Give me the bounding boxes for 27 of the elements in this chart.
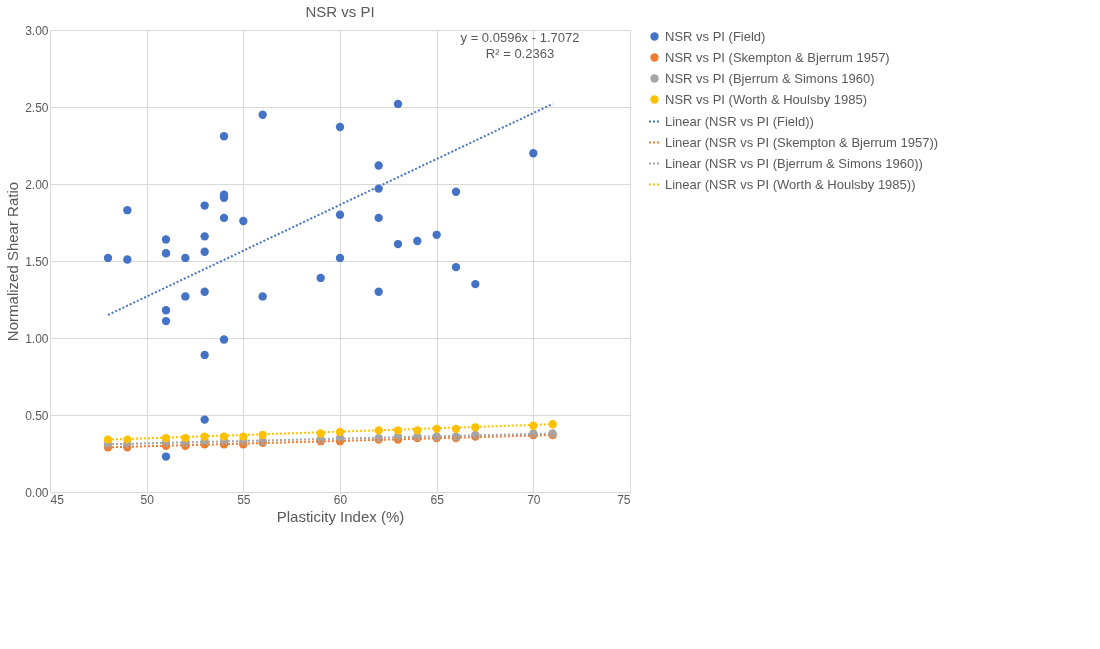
y-tick-label: 1.50 [25, 254, 49, 269]
legend-label: NSR vs PI (Bjerrum & Simons 1960) [665, 70, 875, 86]
legend-label: NSR vs PI (Worth & Houlsby 1985) [665, 91, 868, 107]
x-tick-label: 55 [237, 492, 251, 507]
annotation: R² = 0.2363 [485, 46, 555, 61]
legend-label: Linear (NSR vs PI (Skempton & Bjerrum 1957)) [665, 134, 939, 150]
legend-label: NSR vs PI (Skempton & Bjerrum 1957) [665, 49, 890, 65]
y-tick-label: 2.00 [25, 177, 49, 192]
x-axis-title: Plasticity Index (%) [276, 507, 405, 525]
y-tick-label: 0.00 [25, 485, 49, 500]
legend-label: NSR vs PI (Field) [665, 28, 766, 44]
legend-label: Linear (NSR vs PI (Field)) [665, 113, 814, 129]
y-tick-label: 2.50 [25, 100, 49, 115]
x-tick-label: 50 [140, 492, 155, 507]
legend-label: Linear (NSR vs PI (Bjerrum & Simons 1960)) [665, 155, 923, 171]
legend-label: Linear (NSR vs PI (Worth & Houlsby 1985)) [665, 176, 916, 192]
y-tick-label: 0.50 [25, 408, 49, 423]
x-tick-label: 45 [50, 492, 65, 507]
annotation: y = 0.0596x - 1.7072 [460, 30, 580, 45]
y-tick-label: 1.00 [25, 331, 49, 346]
x-tick-label: 60 [333, 492, 348, 507]
chart-title: NSR vs PI [305, 3, 375, 20]
y-axis-title: Normalized Shear Ratio [4, 181, 22, 342]
y-tick-label: 3.00 [25, 23, 49, 38]
x-tick-label: 75 [617, 492, 631, 507]
x-tick-label: 70 [527, 492, 541, 507]
x-tick-label: 65 [430, 492, 445, 507]
